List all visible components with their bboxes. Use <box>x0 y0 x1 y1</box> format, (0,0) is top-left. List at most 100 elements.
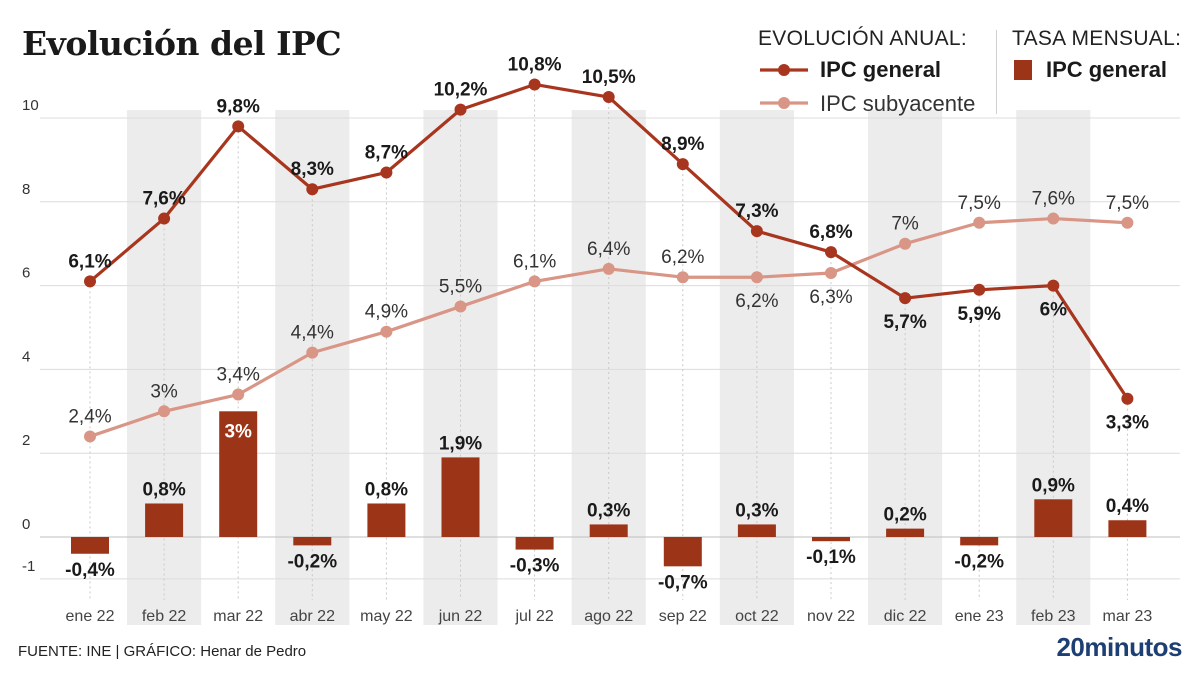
general-label: 6,8% <box>809 222 852 243</box>
x-tick-label: feb 23 <box>1031 608 1076 625</box>
general-line-point <box>454 103 467 116</box>
bar-label: -0,1% <box>806 547 856 568</box>
bar-feb-23 <box>1034 499 1073 537</box>
core-label: 6,2% <box>661 247 704 268</box>
core-label: 6,4% <box>587 239 630 260</box>
general-line-point <box>825 246 837 259</box>
x-tick-label: jun 22 <box>438 608 483 625</box>
general-line-point <box>1047 279 1060 292</box>
general-label: 9,8% <box>217 96 260 117</box>
legend-general-label: IPC general <box>820 57 942 82</box>
bar-label: 0,8% <box>142 479 185 500</box>
core-label: 7,5% <box>1106 193 1149 214</box>
general-line-point <box>232 120 245 133</box>
bar-ago-22 <box>589 524 628 537</box>
legend-annual-heading: EVOLUCIÓN ANUAL: <box>758 27 968 50</box>
x-tick-label: nov 22 <box>807 608 855 625</box>
bar-mar-22 <box>219 411 258 537</box>
source-credit: FUENTE: INE | GRÁFICO: Henar de Pedro <box>18 643 307 660</box>
x-tick-label: dic 22 <box>884 608 927 625</box>
bar-sep-22 <box>663 537 702 567</box>
core-line-point <box>454 300 467 313</box>
legend-core-label: IPC subyacente <box>820 91 976 116</box>
x-axis-ticks: ene 22 feb 22 mar 22 abr 22 may 22 jun 22 jul … <box>66 608 1153 625</box>
bar-label: -0,4% <box>65 560 115 581</box>
general-line-point <box>1121 392 1134 405</box>
bar-jun-22 <box>441 457 480 537</box>
legend-divider <box>996 30 997 114</box>
core-label: 6,1% <box>513 251 556 272</box>
bar-label: 0,2% <box>883 505 926 526</box>
core-line-point <box>1047 212 1060 225</box>
y-tick-label: 0 <box>22 516 30 533</box>
bar-may-22 <box>367 503 406 537</box>
bar-feb-22 <box>145 503 184 537</box>
core-line-point <box>380 325 393 338</box>
bar-oct-22 <box>737 524 776 537</box>
brand-logo: 20minutos <box>1056 632 1182 662</box>
general-label: 8,9% <box>661 134 704 155</box>
legend-bar-swatch <box>1014 60 1032 80</box>
core-line-point <box>750 271 763 284</box>
x-tick-label: may 22 <box>360 608 413 625</box>
x-tick-label: oct 22 <box>735 608 779 625</box>
x-tick-label: sep 22 <box>659 608 707 625</box>
x-tick-label: ene 22 <box>66 608 115 625</box>
core-series <box>84 212 1134 443</box>
bar-label: -0,2% <box>954 551 1004 572</box>
general-label: 7,3% <box>735 201 778 222</box>
core-line-point <box>84 430 96 443</box>
bar-jul-22 <box>515 537 554 550</box>
x-tick-label: abr 22 <box>290 608 335 625</box>
x-tick-label: mar 22 <box>213 608 263 625</box>
chart-title: Evolución del IPC <box>22 24 342 63</box>
general-label: 8,7% <box>365 142 408 163</box>
y-axis-ticks: -1 0 2 4 6 8 10 <box>22 97 39 575</box>
core-line-point <box>825 267 837 280</box>
month-band <box>423 110 498 625</box>
bar-label: 0,3% <box>587 500 630 521</box>
general-line-point <box>84 275 96 288</box>
core-line-point <box>1121 216 1134 229</box>
bar-label: 0,9% <box>1032 475 1075 496</box>
core-line-point <box>232 388 245 401</box>
core-line-point <box>676 271 689 284</box>
general-label: 10,2% <box>434 80 488 101</box>
general-line-point <box>973 283 986 296</box>
general-label: 5,9% <box>958 304 1001 325</box>
core-label: 6,3% <box>809 287 852 308</box>
x-tick-label: mar 23 <box>1103 608 1153 625</box>
general-line-point <box>676 158 689 171</box>
general-label: 7,6% <box>142 189 185 210</box>
bar-dic-22 <box>886 528 925 537</box>
bar-label: 3% <box>224 421 252 442</box>
core-label: 4,9% <box>365 302 408 323</box>
monthly-bars <box>71 411 1147 567</box>
core-label: 2,4% <box>68 406 111 427</box>
legend-general-dot <box>778 64 790 76</box>
general-label: 5,7% <box>883 312 926 333</box>
general-label: 3,3% <box>1106 413 1149 434</box>
x-tick-label: ene 23 <box>955 608 1004 625</box>
core-line-point <box>158 405 171 418</box>
general-line-point <box>306 183 319 196</box>
general-label: 6,1% <box>68 251 111 272</box>
bar-nov-22 <box>812 537 850 542</box>
bar-ene-23 <box>960 537 999 546</box>
x-tick-label: feb 22 <box>142 608 187 625</box>
legend-bar-label: IPC general <box>1046 57 1168 82</box>
general-line-point <box>899 292 912 305</box>
bar-label: -0,3% <box>510 556 560 577</box>
legend-marks <box>760 60 1032 109</box>
core-label: 4,4% <box>291 323 334 344</box>
general-label: 10,8% <box>508 54 562 75</box>
general-line-point <box>750 225 763 238</box>
bar-label: -0,7% <box>658 572 708 593</box>
core-line-point <box>306 346 319 359</box>
y-tick-label: -1 <box>22 558 35 575</box>
core-label: 7% <box>891 214 919 235</box>
bar-abr-22 <box>293 537 332 546</box>
bar-label: 0,4% <box>1106 496 1149 517</box>
x-tick-label: jul 22 <box>514 608 553 625</box>
